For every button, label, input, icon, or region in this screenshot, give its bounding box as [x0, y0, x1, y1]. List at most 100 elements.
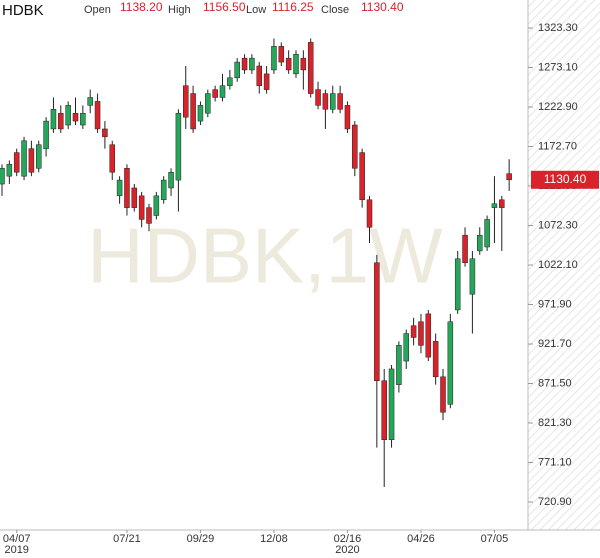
candle-body [506, 173, 512, 181]
candle-body [212, 89, 218, 98]
y-tick-label: 971.90 [538, 298, 572, 310]
candle-body [241, 57, 248, 71]
candle-body [293, 53, 299, 75]
candle-body [285, 57, 292, 71]
x-tick-year: 2020 [335, 544, 359, 556]
candle-body [160, 179, 167, 201]
candle-body [337, 93, 343, 110]
candle-body [205, 93, 211, 114]
candle-body [0, 168, 5, 185]
candle-body [469, 258, 476, 295]
open-value: 1138.20 [120, 0, 163, 14]
candle-body [425, 313, 432, 358]
x-tick-label: 07/21 [113, 533, 141, 545]
y-tick-label: 720.90 [538, 496, 572, 508]
candle-body [359, 152, 365, 201]
candle-body [190, 93, 196, 130]
candle-body [219, 85, 226, 98]
candle-body [197, 105, 204, 122]
candle-body [352, 124, 358, 169]
candle-body [322, 93, 329, 110]
candle-body [499, 199, 505, 208]
candle-body [432, 341, 439, 378]
candle-body [146, 207, 152, 224]
candle-body [388, 368, 395, 441]
y-tick-label: 1222.90 [538, 101, 578, 113]
candle-body [300, 57, 307, 71]
candle-body [344, 105, 351, 130]
candle-body [381, 380, 387, 441]
candle-body [183, 85, 189, 118]
candle-body [72, 112, 79, 122]
candle-body [58, 112, 64, 130]
candle-body [116, 179, 123, 197]
x-tick-label: 02/16 [334, 533, 362, 545]
x-tick-label: 04/26 [407, 533, 435, 545]
candle-body [80, 112, 86, 126]
price-label: 1130.40 [544, 172, 587, 186]
candle-body [263, 73, 270, 90]
y-tick-label: 921.70 [538, 338, 572, 350]
low-value: 1116.25 [272, 0, 314, 14]
price-box [531, 170, 599, 189]
candle-body [374, 262, 380, 381]
candle-body [87, 97, 93, 106]
close-label: Close [321, 4, 349, 16]
x-tick-label: 07/05 [481, 533, 509, 545]
candle-body [138, 195, 145, 220]
candle-body [124, 168, 130, 208]
candle-body [447, 321, 454, 405]
candle-body [315, 89, 321, 106]
candle-body [410, 325, 417, 338]
candle-body [109, 144, 115, 173]
candle-body [65, 105, 71, 126]
candle-body [330, 93, 336, 110]
axis-panel [528, 0, 600, 530]
open-label: Open [84, 4, 111, 16]
low-label: Low [246, 4, 266, 16]
y-tick-label: 771.10 [538, 456, 572, 468]
candle-body [249, 57, 255, 71]
candle-body [168, 171, 174, 189]
symbol: HDBK [2, 2, 44, 19]
candle-body [50, 109, 57, 130]
watermark: HDBK,1W [87, 212, 443, 300]
candle-body [256, 65, 262, 86]
candle-body [462, 234, 468, 263]
candle-body [131, 187, 138, 208]
candle-body [396, 345, 402, 385]
high-label: High [168, 4, 191, 16]
candle-body [28, 148, 35, 173]
candle-body [227, 77, 233, 86]
y-tick-label: 821.30 [538, 417, 572, 429]
candle-body [102, 128, 108, 138]
candle-body [36, 144, 42, 169]
x-tick-year: 2019 [4, 544, 28, 556]
candle-body [21, 140, 27, 177]
x-tick-label: 04/07 [3, 533, 31, 545]
candle-body [403, 333, 409, 362]
y-tick-label: 1273.10 [538, 61, 578, 73]
candle-body [6, 164, 13, 177]
x-tick-label: 09/29 [187, 533, 215, 545]
candle-body [13, 152, 20, 173]
candle-body [454, 258, 461, 311]
candle-body [271, 46, 277, 71]
candle-body [234, 61, 240, 79]
y-tick-label: 1022.10 [538, 259, 578, 271]
candle-body [43, 120, 49, 149]
candle-body [94, 101, 101, 130]
high-value: 1156.50 [203, 0, 246, 14]
close-value: 1130.40 [361, 0, 404, 14]
candle-body [278, 46, 285, 63]
candle-body [307, 42, 314, 94]
y-tick-label: 1323.30 [538, 22, 578, 34]
candle-body [477, 234, 483, 252]
candle-body [484, 219, 490, 248]
candle-body [153, 195, 160, 216]
candle-body [440, 376, 446, 413]
y-tick-label: 1072.30 [538, 219, 578, 231]
candle-body [418, 321, 424, 346]
candle-body [175, 112, 182, 181]
